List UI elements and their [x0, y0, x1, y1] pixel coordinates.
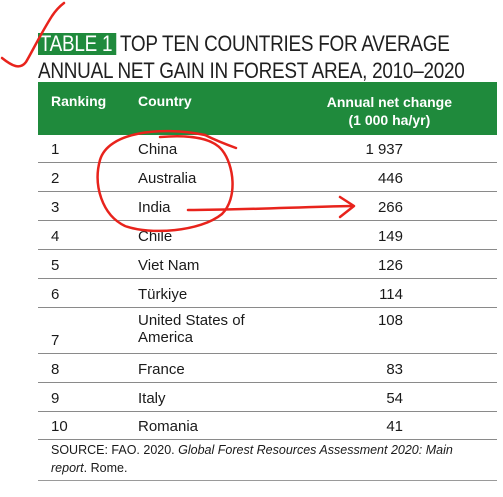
- country-cell: Chile: [138, 228, 173, 245]
- value-cell: 446: [377, 170, 403, 187]
- country-cell: Australia: [138, 170, 197, 187]
- value-cell: 41: [386, 418, 403, 435]
- table-body: 1 China 1 937 2 Australia 446 3 India 26…: [38, 135, 497, 440]
- table-row: 6 Türkiye 114: [38, 279, 497, 308]
- table-title: TABLE 1 TOP TEN COUNTRIES FOR AVERAGE ANN…: [38, 30, 498, 84]
- rank-cell: 1: [51, 141, 60, 158]
- rank-cell: 7: [51, 332, 60, 349]
- title-line-2: ANNUAL NET GAIN IN FOREST AREA, 2010–202…: [38, 58, 465, 83]
- table-row: 4 Chile 149: [38, 221, 497, 250]
- value-cell: 149: [377, 228, 403, 245]
- table-row: 1 China 1 937: [38, 135, 497, 163]
- value-cell: 266: [377, 199, 403, 216]
- value-cell: 126: [377, 257, 403, 274]
- country-cell: France: [138, 361, 185, 378]
- source-suffix: . Rome.: [83, 461, 128, 475]
- country-cell: China: [138, 141, 178, 158]
- header-country: Country: [138, 93, 192, 109]
- source-note: SOURCE: FAO. 2020. Global Forest Resourc…: [51, 441, 471, 477]
- rank-cell: 8: [51, 361, 60, 378]
- table-row: 2 Australia 446: [38, 163, 497, 192]
- country-cell: United States of America: [138, 312, 245, 346]
- bottom-rule: [38, 480, 497, 481]
- table-row: 3 India 266: [38, 192, 497, 221]
- table-row: 10 Romania 41: [38, 412, 497, 440]
- value-cell: 114: [379, 286, 403, 303]
- table-header: Ranking Country Annual net change (1 000…: [38, 84, 497, 135]
- title-line-1: TABLE 1 TOP TEN COUNTRIES FOR AVERAGE: [38, 30, 450, 57]
- rank-cell: 10: [51, 418, 68, 435]
- table-row: 9 Italy 54: [38, 383, 497, 412]
- country-cell: India: [138, 199, 171, 216]
- header-annual-change: Annual net change (1 000 ha/yr): [327, 93, 452, 129]
- header-change-label: Annual net change: [326, 94, 452, 110]
- table-row: 7 United States of America 108: [38, 308, 497, 354]
- value-cell: 108: [377, 312, 403, 329]
- value-cell: 1 937: [365, 141, 403, 158]
- table-number-badge: TABLE 1: [38, 33, 117, 55]
- title-rule: [38, 82, 497, 84]
- rank-cell: 6: [51, 286, 60, 303]
- rank-cell: 5: [51, 257, 60, 274]
- value-cell: 54: [386, 390, 403, 407]
- header-change-unit: (1 000 ha/yr): [348, 112, 431, 128]
- source-prefix: SOURCE: FAO. 2020.: [51, 443, 179, 457]
- table-row: 8 France 83: [38, 354, 497, 383]
- rank-cell: 9: [51, 390, 60, 407]
- rank-cell: 4: [51, 228, 60, 245]
- rank-cell: 3: [51, 199, 60, 216]
- header-ranking: Ranking: [51, 93, 107, 109]
- country-cell: Viet Nam: [138, 257, 200, 274]
- rank-cell: 2: [51, 170, 60, 187]
- country-cell: Italy: [138, 390, 166, 407]
- value-cell: 83: [386, 361, 403, 378]
- country-cell: Türkiye: [138, 286, 188, 303]
- table-row: 5 Viet Nam 126: [38, 250, 497, 279]
- source-report-title: Global Forest Resources Assessment 2020:…: [51, 443, 453, 475]
- title-text-1: TOP TEN COUNTRIES FOR AVERAGE: [119, 31, 450, 56]
- country-cell: Romania: [138, 418, 199, 435]
